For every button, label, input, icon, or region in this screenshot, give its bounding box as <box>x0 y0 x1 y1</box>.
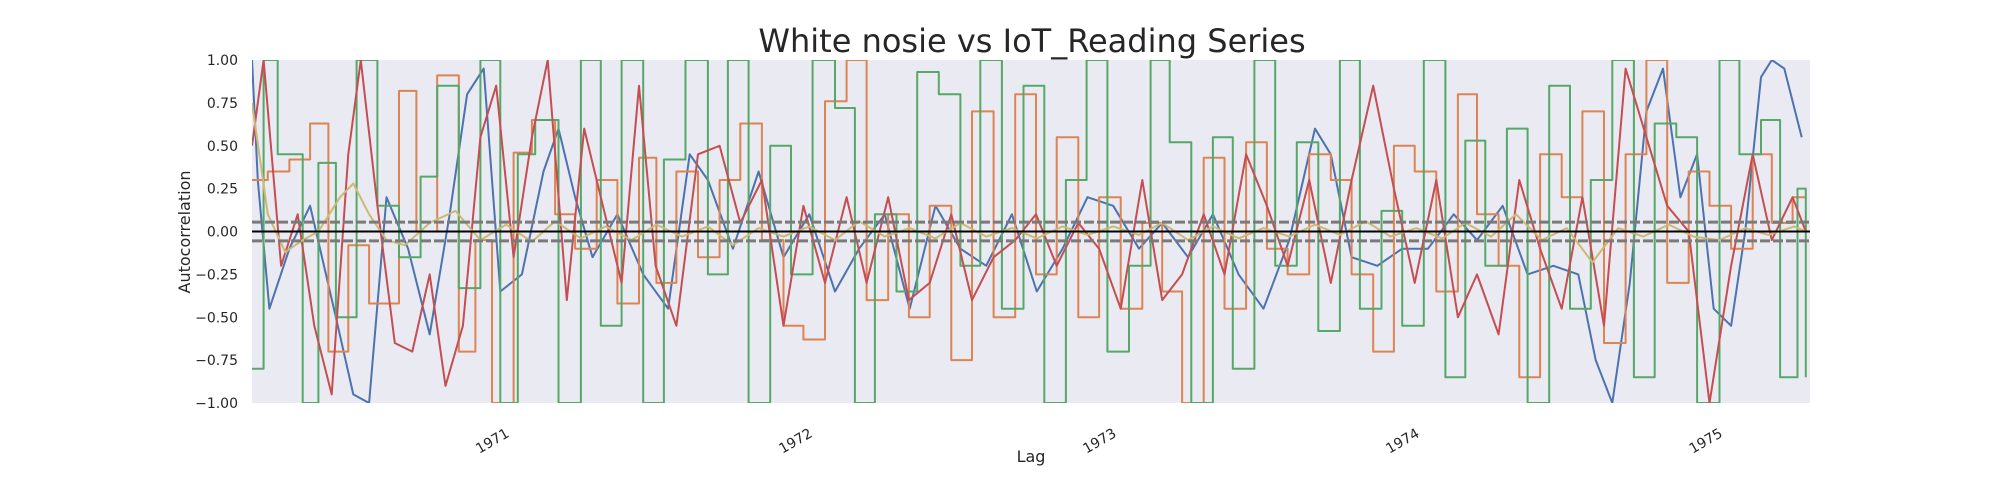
y-axis-label: Autocorrelation <box>175 171 194 294</box>
y-tick-label: −0.75 <box>195 353 238 369</box>
y-ticks: 1.00 0.75 0.50 0.25 0.00 −0.25 −0.50 −0.75 −1.00 <box>195 53 238 412</box>
chart-title: White nosie vs IoT_Reading Series <box>758 22 1305 60</box>
series-line-3 <box>252 60 1807 403</box>
y-tick-label: 0.50 <box>207 139 238 155</box>
y-tick-label: 0.00 <box>207 225 238 241</box>
series-line-2 <box>252 60 1806 403</box>
y-tick-label: 1.00 <box>207 53 238 69</box>
y-tick-label: 0.75 <box>207 96 238 112</box>
series-layer <box>252 60 1810 403</box>
x-tick-label: 1973 <box>1080 426 1119 458</box>
x-tick-label: 1971 <box>473 426 512 458</box>
x-ticks: 1971 1972 1973 1974 1975 <box>473 426 1725 458</box>
x-tick-label: 1972 <box>776 426 815 458</box>
x-tick-label: 1975 <box>1687 426 1726 458</box>
x-axis-label: Lag <box>1017 447 1046 466</box>
y-tick-label: −0.25 <box>195 267 238 283</box>
series-line-4 <box>252 60 1807 403</box>
y-tick-label: 0.25 <box>207 182 238 198</box>
y-tick-label: −0.50 <box>195 310 238 326</box>
y-tick-label: −1.00 <box>195 396 238 412</box>
x-tick-label: 1974 <box>1383 426 1422 458</box>
